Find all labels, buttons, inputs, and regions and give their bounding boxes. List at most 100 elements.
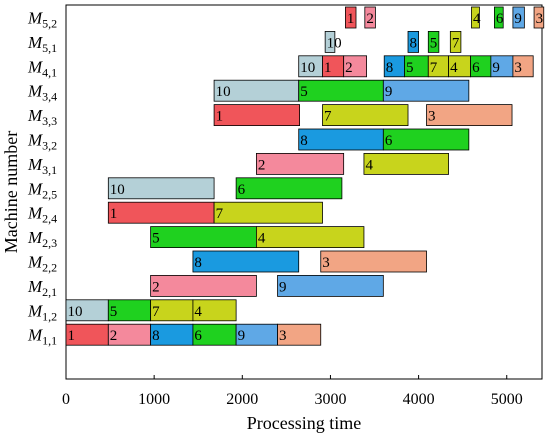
gantt-bar bbox=[320, 250, 427, 273]
bar-label: 3 bbox=[322, 255, 330, 271]
y-tick-label: M1,2 bbox=[27, 301, 57, 323]
gantt-bar bbox=[382, 79, 470, 102]
gantt-bar bbox=[235, 177, 343, 200]
bar-label: 1 bbox=[68, 328, 76, 344]
gantt-bar bbox=[213, 104, 300, 126]
bar-label: 10 bbox=[327, 35, 342, 51]
y-tick-labels: M5,2M5,1M4,1 M3,4M3,3 M3,2M3,1M2,5 M2,4M2,3… bbox=[27, 9, 57, 348]
bar-label: 4 bbox=[473, 11, 481, 27]
bar-label: 3 bbox=[428, 109, 436, 125]
bar-label: 5 bbox=[430, 35, 438, 51]
y-tick-label: M4,1 bbox=[27, 57, 57, 79]
gantt-bar bbox=[277, 323, 322, 346]
bar-label: 2 bbox=[345, 60, 353, 76]
bar-label: 1 bbox=[110, 206, 118, 222]
gantt-bar bbox=[533, 6, 545, 29]
bar-label: 1 bbox=[324, 60, 332, 76]
x-tick-label: 3000 bbox=[314, 391, 346, 408]
x-tick-label: 1000 bbox=[138, 391, 170, 408]
gantt-bar bbox=[213, 201, 323, 224]
y-tick-label: M2,3 bbox=[27, 228, 57, 250]
bar-label: 7 bbox=[324, 109, 332, 125]
bar-label: 7 bbox=[452, 35, 460, 51]
bar-label: 2 bbox=[258, 157, 266, 173]
gantt-bar bbox=[493, 6, 504, 29]
bar-label: 5 bbox=[152, 231, 160, 247]
gantt-bar bbox=[150, 226, 257, 249]
bar-label: 9 bbox=[238, 328, 246, 344]
gantt-bar bbox=[107, 201, 215, 224]
bar-label: 6 bbox=[496, 11, 504, 27]
gantt-bar bbox=[471, 6, 480, 29]
x-tick-label: 5000 bbox=[491, 391, 523, 408]
gantt-bar bbox=[426, 104, 513, 126]
bar-label: 4 bbox=[194, 304, 202, 320]
bar-label: 2 bbox=[152, 279, 160, 295]
y-tick-label: M5,1 bbox=[27, 33, 57, 55]
bar-label: 8 bbox=[194, 255, 202, 271]
x-axis-title: Processing time bbox=[247, 413, 362, 433]
bar-label: 8 bbox=[152, 328, 160, 344]
bar-label: 10 bbox=[300, 60, 315, 76]
bar-label: 8 bbox=[410, 35, 418, 51]
bar-label: 7 bbox=[430, 60, 438, 76]
x-tick-label: 2000 bbox=[226, 391, 258, 408]
bar-label: 2 bbox=[110, 328, 118, 344]
y-tick-label: M2,2 bbox=[27, 253, 57, 275]
bar-label: 9 bbox=[514, 11, 522, 27]
gantt-bar bbox=[255, 152, 345, 175]
gantt-bar bbox=[382, 128, 470, 151]
bar-label: 4 bbox=[258, 231, 266, 247]
y-tick-label: M2,5 bbox=[27, 179, 57, 201]
gantt-bar bbox=[322, 104, 409, 126]
x-tick-label: 0 bbox=[62, 391, 70, 408]
bar-label: 6 bbox=[194, 328, 202, 344]
bar-label: 3 bbox=[279, 328, 287, 344]
gantt-bar bbox=[449, 30, 462, 53]
bar-label: 10 bbox=[68, 304, 83, 320]
x-tick-labels: 0 1000 2000 3000 4000 5000 bbox=[62, 375, 523, 408]
bar-label: 4 bbox=[450, 60, 458, 76]
gantt-bar bbox=[150, 274, 257, 297]
bar-label: 4 bbox=[365, 157, 373, 173]
bar-label: 7 bbox=[152, 304, 160, 320]
gantt-bar bbox=[107, 177, 215, 200]
bars-layer: 1 2 4 6 9 310 8 5 710 1 2 8 5 7 4 6 9 310 5 91 7 38 62 410 61 75 4… bbox=[65, 6, 545, 346]
bar-label: 3 bbox=[514, 60, 522, 76]
bar-label: 7 bbox=[216, 206, 224, 222]
gantt-bar bbox=[407, 30, 419, 53]
gantt-bar bbox=[512, 6, 525, 29]
gantt-bar bbox=[324, 30, 336, 53]
bar-label: 5 bbox=[300, 84, 308, 100]
gantt-bar bbox=[363, 152, 449, 175]
bar-label: 3 bbox=[536, 11, 544, 27]
y-tick-label: M5,2 bbox=[27, 9, 57, 31]
bar-label: 9 bbox=[385, 84, 393, 100]
gantt-bar bbox=[192, 299, 237, 322]
y-tick-label: M3,2 bbox=[27, 131, 57, 153]
bar-label: 9 bbox=[279, 279, 287, 295]
gantt-bar bbox=[298, 128, 384, 151]
x-tick-label: 4000 bbox=[403, 391, 435, 408]
gantt-bar bbox=[192, 250, 300, 273]
y-tick-label: M3,3 bbox=[27, 106, 57, 128]
bar-label: 1 bbox=[216, 109, 224, 125]
bar-label: 10 bbox=[216, 84, 231, 100]
gantt-bar bbox=[512, 55, 534, 78]
plot-frame bbox=[65, 4, 543, 380]
y-axis-title: Machine number bbox=[1, 131, 21, 253]
bar-label: 6 bbox=[385, 133, 393, 149]
gantt-bar bbox=[427, 30, 440, 53]
bar-label: 5 bbox=[406, 60, 414, 76]
y-tick-label: M3,4 bbox=[27, 82, 57, 104]
bar-label: 8 bbox=[300, 133, 308, 149]
y-tick-label: M1,1 bbox=[27, 326, 57, 348]
gantt-bar bbox=[343, 55, 367, 78]
gantt-bar bbox=[298, 79, 384, 102]
bar-label: 10 bbox=[110, 182, 125, 198]
bar-label: 9 bbox=[492, 60, 500, 76]
gantt-bar bbox=[364, 6, 376, 29]
bar-label: 2 bbox=[366, 11, 374, 27]
gantt-bar bbox=[345, 6, 357, 29]
